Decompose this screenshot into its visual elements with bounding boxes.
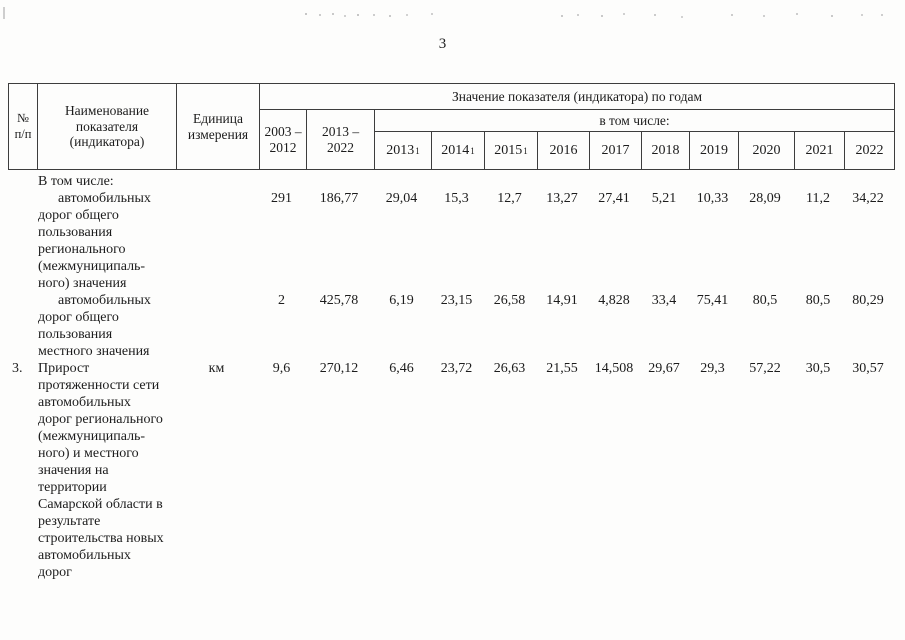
indicator-name-line: Прирост — [38, 361, 90, 376]
indicator-name-line: дорог — [38, 565, 72, 580]
row-value: 80,5 — [805, 293, 831, 308]
row-indicator-name: Прирост протяженности сети автомобильных до… — [36, 360, 175, 581]
indicator-name-line: значения на — [38, 463, 109, 478]
row-value: 6,19 — [389, 293, 414, 308]
indicator-name-line: автомобильных — [58, 293, 151, 308]
row-value: 34,22 — [852, 191, 884, 206]
row-value: 23,15 — [440, 293, 473, 308]
row-unit: км — [208, 361, 225, 376]
row-value: 30,5 — [805, 361, 831, 376]
row-value: 80,29 — [852, 293, 884, 308]
table-row: 3. Прирост протяженности сети автомобильных… — [8, 360, 893, 581]
row-value: 75,41 — [696, 293, 729, 308]
row-value: 33,4 — [651, 293, 677, 308]
row-value: 4,828 — [598, 293, 630, 308]
header-year-2021: 2021 — [794, 131, 844, 169]
header-year-2019: 2019 — [689, 131, 738, 169]
indicator-name-line: автомобильных — [58, 191, 151, 206]
header-year-2013: 2013 1 — [374, 131, 431, 169]
row-value: 13,27 — [546, 191, 578, 206]
indicator-name-line: дорог регионального — [38, 412, 163, 427]
table-row: автомобильных дорог общего пользования мест… — [8, 292, 893, 360]
row-value: 9,6 — [272, 361, 291, 376]
indicator-name-line: (межмуниципаль- — [38, 429, 146, 444]
table-header: № п/п Наименование показателя (индикатор… — [8, 83, 895, 170]
row-value: 425,78 — [319, 293, 359, 308]
indicator-name-line: строительства новых — [38, 531, 164, 546]
row-value: 30,57 — [852, 361, 884, 376]
header-year-2016: 2016 — [537, 131, 589, 169]
row-value: 270,12 — [319, 361, 359, 376]
row-value: 14,508 — [594, 361, 634, 376]
table-body: В том числе: автомобильных дорог общего пол… — [8, 171, 893, 581]
row-value: 14,91 — [546, 293, 578, 308]
row-value: 6,46 — [389, 361, 414, 376]
indicator-name-line: пользования — [38, 327, 113, 342]
header-col-2003-2012: 2003 – 2012 — [259, 109, 306, 169]
indicator-name-line: автомобильных — [38, 548, 131, 563]
row-value: 80,5 — [752, 293, 778, 308]
indicator-name-line: дорог общего — [38, 310, 119, 325]
row-value: 291 — [271, 191, 292, 206]
row-value: 186,77 — [319, 191, 359, 206]
header-col-number: № п/п — [14, 111, 32, 141]
header-year-2017: 2017 — [589, 131, 641, 169]
row-value: 27,41 — [598, 191, 630, 206]
indicator-name-line: пользования — [38, 225, 113, 240]
indicator-name-line: В том числе: — [38, 174, 114, 189]
row-number: 3. — [12, 361, 23, 376]
indicator-name-line: дорог общего — [38, 208, 119, 223]
indicator-name-line: протяженности сети — [38, 378, 160, 393]
row-value: 15,3 — [444, 191, 469, 206]
header-year-2020: 2020 — [738, 131, 794, 169]
row-value: 26,58 — [493, 293, 526, 308]
row-indicator-name: В том числе: автомобильных дорог общего пол… — [36, 173, 175, 292]
row-value: 29,3 — [700, 361, 725, 376]
table-row: В том числе: автомобильных дорог общего пол… — [8, 173, 893, 292]
row-value: 28,09 — [749, 191, 781, 206]
row-value: 21,55 — [546, 361, 578, 376]
page-number: 3 — [438, 36, 447, 52]
indicator-name-line: Самарской области в — [38, 497, 163, 512]
row-value: 29,67 — [648, 361, 680, 376]
indicator-name-line: местного значения — [38, 344, 150, 359]
header-values-group: Значение показателя (индикатора) по года… — [259, 84, 894, 109]
row-value: 23,72 — [440, 361, 473, 376]
row-value: 12,7 — [497, 191, 522, 206]
indicator-name-line: автомобильных — [38, 395, 131, 410]
indicator-name-line: регионального — [38, 242, 126, 257]
header-year-2014: 2014 1 — [431, 131, 484, 169]
indicator-name-line: ного) и местного — [38, 446, 139, 461]
header-col-2013-2022: 2013 – 2022 — [306, 109, 374, 169]
row-value: 57,22 — [749, 361, 781, 376]
indicator-name-line: результате — [38, 514, 101, 529]
row-value: 11,2 — [806, 191, 830, 206]
header-year-2018: 2018 — [641, 131, 689, 169]
row-value: 5,21 — [651, 191, 677, 206]
row-value: 26,63 — [493, 361, 526, 376]
header-col-name: Наименование показателя (индикатора) — [37, 84, 176, 169]
header-year-2015: 2015 1 — [484, 131, 537, 169]
row-value: 2 — [278, 293, 285, 308]
header-col-unit: Единица измерения — [176, 84, 259, 169]
indicator-name-line: территории — [38, 480, 107, 495]
scan-artifact-dots — [305, 13, 307, 15]
indicator-name-line: (межмуниципаль- — [38, 259, 146, 274]
header-subgroup: в том числе: — [374, 109, 894, 131]
row-indicator-name: автомобильных дорог общего пользования мест… — [36, 292, 175, 360]
row-value: 10,33 — [696, 191, 729, 206]
scan-artifact-tick — [3, 7, 5, 19]
row-value: 29,04 — [385, 191, 418, 206]
header-year-2022: 2022 — [844, 131, 894, 169]
indicator-name-line: ного) значения — [38, 276, 127, 291]
